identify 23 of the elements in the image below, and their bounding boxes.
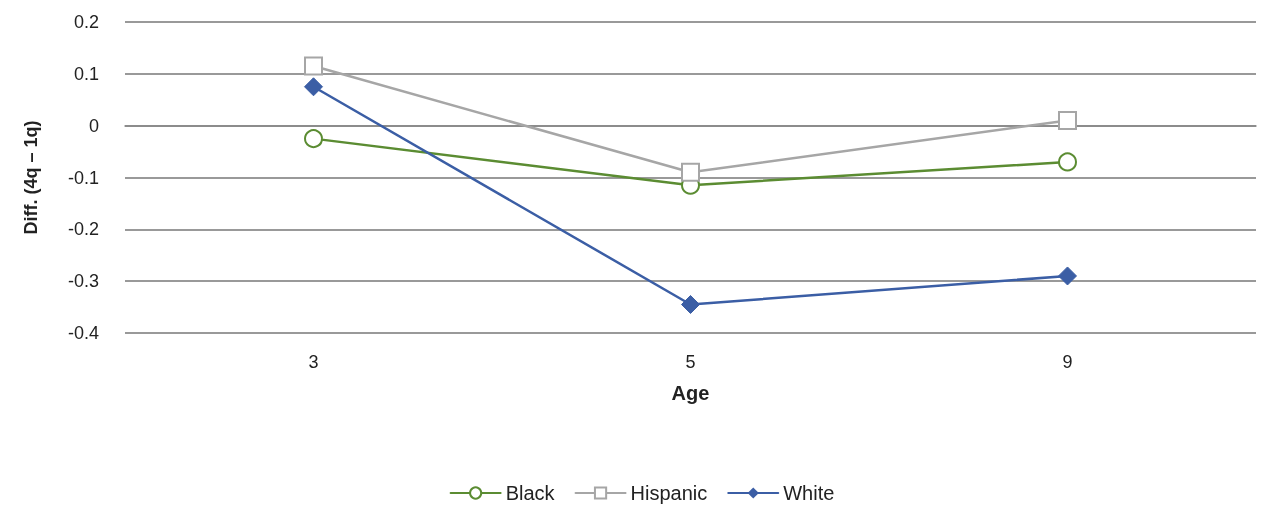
point xyxy=(1058,152,1077,172)
x-axis-title: Age xyxy=(671,382,710,404)
legend-label: Hispanic xyxy=(630,482,708,504)
point xyxy=(681,162,700,182)
y-tick-label: -0.2 xyxy=(67,219,99,240)
y-tick-label: 0 xyxy=(88,115,99,136)
point xyxy=(304,77,323,97)
x-tick-label: 9 xyxy=(1062,352,1073,372)
y-tick-label: -0.4 xyxy=(67,323,99,343)
legend-label: Black xyxy=(505,482,556,504)
point xyxy=(1058,110,1077,130)
x-tick-label: 5 xyxy=(685,352,696,372)
y-tick-label: 0.2 xyxy=(73,12,99,32)
point xyxy=(304,56,323,76)
point xyxy=(304,129,323,149)
point xyxy=(681,294,700,314)
point xyxy=(1058,266,1077,286)
y-axis-title: Diff. (4q – 1q) xyxy=(21,120,41,235)
legend-label: White xyxy=(783,482,835,504)
y-tick-label: 0.1 xyxy=(73,63,99,84)
x-tick-label: 3 xyxy=(308,352,319,372)
y-tick-label: -0.3 xyxy=(67,271,99,292)
y-tick-label: -0.1 xyxy=(67,167,99,188)
